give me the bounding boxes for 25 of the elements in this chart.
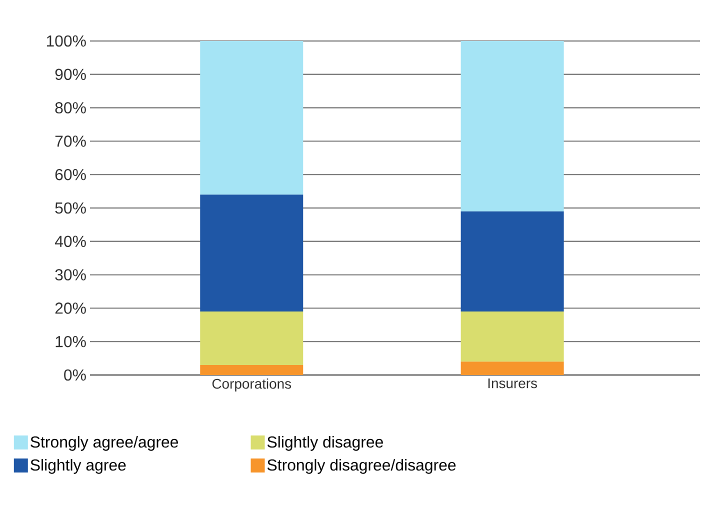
x-tick-label: Corporations: [212, 378, 292, 392]
bar: [200, 312, 304, 365]
legend-label: Strongly agree/agree: [30, 436, 178, 451]
bar: [200, 40, 304, 195]
y-tick-label: 30%: [55, 269, 86, 280]
y-tick-label: 10%: [56, 336, 86, 348]
y-tick-label: 50%: [55, 202, 86, 214]
legend-label: Slightly agree: [30, 458, 126, 474]
x-tick-label: Insurers: [488, 378, 537, 388]
y-tick-label: 0%: [64, 369, 86, 381]
y-tick-label: 20%: [55, 302, 86, 314]
bar: [200, 364, 304, 375]
y-tick-label: 80%: [55, 102, 86, 114]
y-tick-label: 100%: [46, 35, 86, 47]
y-tick-label: 70%: [55, 136, 86, 147]
legend-label: Slightly disagree: [267, 436, 383, 451]
bar: [200, 194, 304, 312]
y-tick-label: 60%: [55, 168, 86, 180]
bar: [460, 312, 564, 362]
y-tick-label: 40%: [54, 236, 86, 248]
legend-label: Strongly disagree/disagree: [267, 458, 456, 474]
y-tick-label: 90%: [55, 68, 86, 80]
bar: [460, 40, 564, 212]
bar: [460, 362, 564, 375]
bar: [460, 211, 564, 312]
